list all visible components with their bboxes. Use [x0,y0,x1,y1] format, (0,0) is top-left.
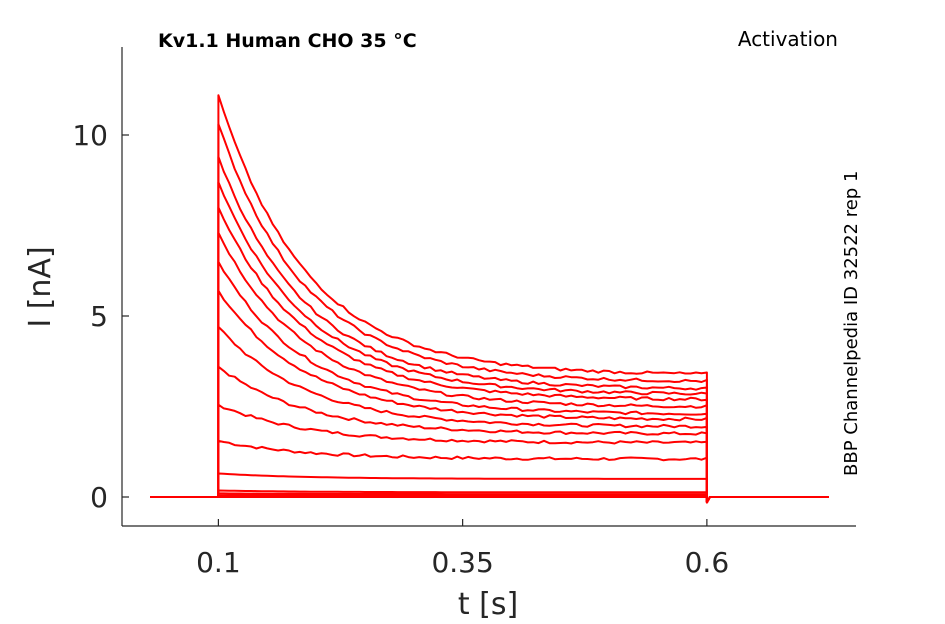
trace-13 [150,181,829,504]
y-axis-label: I [nA] [23,246,58,327]
trace-8 [150,325,829,504]
trace-5 [150,439,829,504]
trace-7 [150,365,829,504]
x-ticks-group: 0.1 0.35 0.6 [196,519,729,579]
y-ticks-group: 0 5 10 [72,119,129,514]
y-tick-label-1: 5 [90,300,108,333]
trace-11 [150,231,829,504]
trace-12 [150,206,829,504]
trace-16 [150,94,829,504]
y-tick-label-2: 10 [72,119,108,152]
traces-group [150,94,829,504]
trace-9 [150,289,829,504]
trace-10 [150,260,829,504]
trace-4 [150,472,829,504]
y-tick-label-0: 0 [90,481,108,514]
trace-1 [150,494,829,504]
trace-3 [150,489,829,504]
x-tick-label-0: 0.1 [196,546,241,579]
trace-15 [150,123,829,504]
chart-title: Kv1.1 Human CHO 35 °C [158,30,417,52]
trace-14 [150,155,829,504]
trace-6 [150,403,829,504]
x-axis-label: t [s] [458,587,518,622]
trace-2 [150,492,829,504]
side-label: BBP Channelpedia ID 32522 rep 1 [841,171,862,476]
x-tick-label-2: 0.6 [685,546,730,579]
x-tick-label-1: 0.35 [431,546,493,579]
chart-title-right: Activation [738,27,838,51]
trace-0 [150,496,829,504]
